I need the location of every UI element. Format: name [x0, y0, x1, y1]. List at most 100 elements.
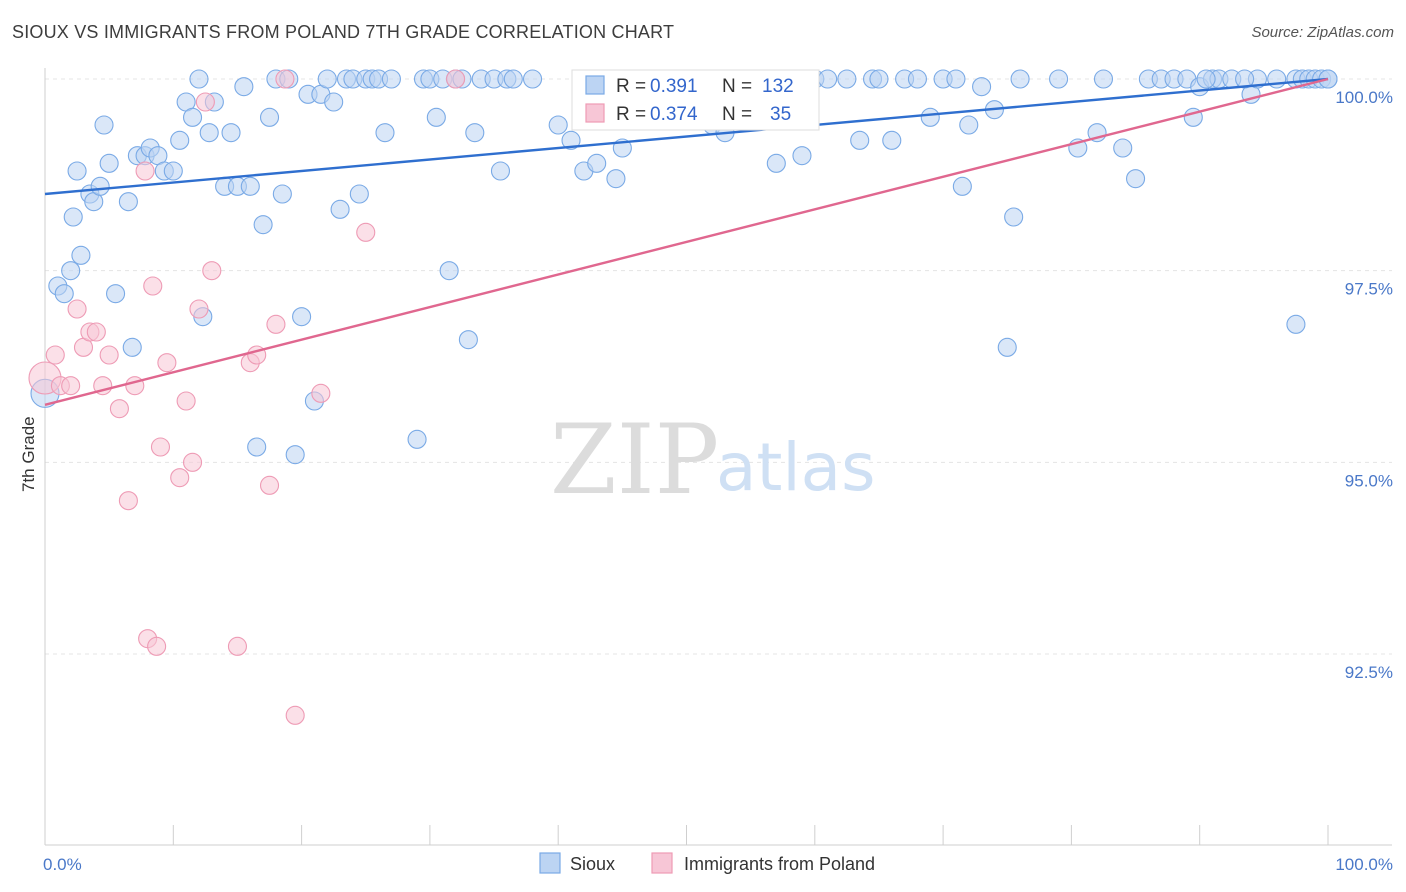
poland-point-21 — [182, 452, 203, 472]
sioux-point-136 — [1235, 69, 1255, 89]
sioux-point-100 — [920, 107, 940, 127]
chart-source: Source: ZipAtlas.com — [1251, 24, 1394, 41]
poland-point-9 — [99, 345, 119, 365]
sioux-point-60 — [439, 261, 459, 281]
y-tick-label-0: 100.0% — [1335, 88, 1393, 107]
sioux-point-26 — [199, 123, 219, 143]
sioux-point-132 — [1286, 314, 1306, 334]
y-tick-label-3: 92.5% — [1345, 663, 1393, 682]
legend-swatch-sioux — [539, 852, 561, 874]
y-tick-label-2: 95.0% — [1345, 471, 1393, 490]
stats-n-value-sioux: 132 — [762, 76, 794, 97]
sioux-point-71 — [548, 115, 568, 135]
stats-box: R = 0.391 N = 132 R = 0.374 N = 35 — [571, 69, 820, 131]
poland-point-19 — [170, 468, 190, 488]
trend-lines — [44, 77, 1329, 406]
sioux-point-137 — [1196, 69, 1216, 89]
legend-label-poland: Immigrants from Poland — [684, 854, 875, 874]
sioux-point-58 — [426, 107, 446, 127]
stats-n-label-poland: N = — [722, 104, 752, 125]
sioux-point-37 — [272, 184, 292, 204]
stats-box-frame — [571, 69, 820, 131]
sioux-point-72 — [561, 130, 581, 150]
sioux-point-14 — [122, 337, 142, 357]
poland-trend-line — [44, 77, 1329, 406]
poland-point-16 — [147, 636, 167, 656]
poland-point-30 — [275, 69, 295, 89]
sioux-point-69 — [503, 69, 523, 89]
series-poland-points — [28, 69, 466, 725]
poland-point-32 — [311, 383, 331, 403]
poland-point-28 — [259, 475, 280, 495]
sioux-point-107 — [997, 337, 1017, 357]
poland-point-15 — [143, 276, 163, 296]
sioux-point-33 — [247, 437, 267, 457]
sioux-point-75 — [587, 153, 607, 173]
poland-point-31 — [285, 705, 305, 725]
poland-point-33 — [356, 222, 376, 242]
sioux-point-53 — [375, 123, 395, 143]
sioux-point-102 — [946, 69, 966, 89]
legend-label-sioux: Sioux — [570, 854, 615, 874]
poland-point-3 — [61, 376, 81, 396]
stats-swatch-poland — [585, 103, 605, 123]
sioux-point-104 — [959, 115, 979, 135]
sioux-point-21 — [170, 130, 190, 150]
sioux-point-11 — [99, 153, 119, 173]
sioux-point-94 — [850, 130, 870, 150]
poland-point-29 — [266, 314, 286, 334]
sioux-point-97 — [882, 130, 902, 150]
poland-point-20 — [176, 391, 196, 411]
poland-point-11 — [118, 491, 138, 511]
y-tick-label-1: 97.5% — [1345, 280, 1393, 299]
stats-swatch-sioux — [585, 75, 605, 95]
sioux-point-110 — [1049, 69, 1069, 89]
sioux-point-96 — [869, 69, 889, 89]
sioux-point-23 — [182, 107, 203, 127]
sioux-point-35 — [259, 107, 280, 127]
sioux-trend-line — [44, 77, 1329, 196]
poland-point-17 — [150, 437, 171, 457]
sioux-point-70 — [522, 69, 543, 89]
stats-r-label-sioux: R = — [616, 76, 646, 97]
poland-point-7 — [86, 322, 106, 342]
sioux-point-9 — [90, 176, 110, 196]
poland-point-10 — [109, 399, 129, 419]
sioux-point-55 — [407, 429, 427, 449]
x-tick-label-max: 100.0% — [1335, 855, 1393, 874]
sioux-point-54 — [381, 69, 401, 89]
legend-swatch-poland — [651, 852, 673, 874]
sioux-point-5 — [67, 161, 87, 181]
sioux-point-34 — [253, 215, 273, 235]
poland-point-24 — [202, 261, 222, 281]
stats-r-value-poland: 0.374 — [650, 104, 698, 125]
sioux-point-40 — [292, 307, 312, 327]
sioux-point-105 — [972, 77, 992, 97]
sioux-point-12 — [106, 284, 126, 304]
stats-r-label-poland: R = — [616, 104, 646, 125]
watermark: ZIP atlas — [550, 404, 876, 516]
sioux-point-88 — [766, 153, 786, 173]
poland-point-23 — [195, 92, 215, 112]
poland-point-18 — [157, 353, 177, 373]
sioux-point-93 — [837, 69, 857, 89]
sioux-point-76 — [606, 169, 626, 189]
legend: Sioux Immigrants from Poland — [539, 852, 875, 874]
sioux-point-6 — [71, 245, 91, 265]
sioux-point-90 — [792, 146, 812, 166]
y-tick-labels: 100.0% 97.5% 95.0% 92.5% — [1335, 88, 1393, 682]
sioux-point-64 — [465, 123, 485, 143]
y-axis-label: 7th Grade — [19, 416, 38, 492]
sioux-point-103 — [952, 176, 972, 196]
x-tick-label-min: 0.0% — [43, 855, 82, 874]
sioux-point-31 — [234, 77, 254, 97]
sioux-point-114 — [1113, 138, 1133, 158]
poland-point-4 — [67, 299, 87, 319]
sioux-point-109 — [1010, 69, 1030, 89]
sioux-point-2 — [54, 284, 74, 304]
axes — [44, 68, 1392, 846]
sioux-point-20 — [163, 161, 183, 181]
sioux-point-4 — [63, 207, 83, 227]
sioux-point-63 — [458, 330, 478, 350]
